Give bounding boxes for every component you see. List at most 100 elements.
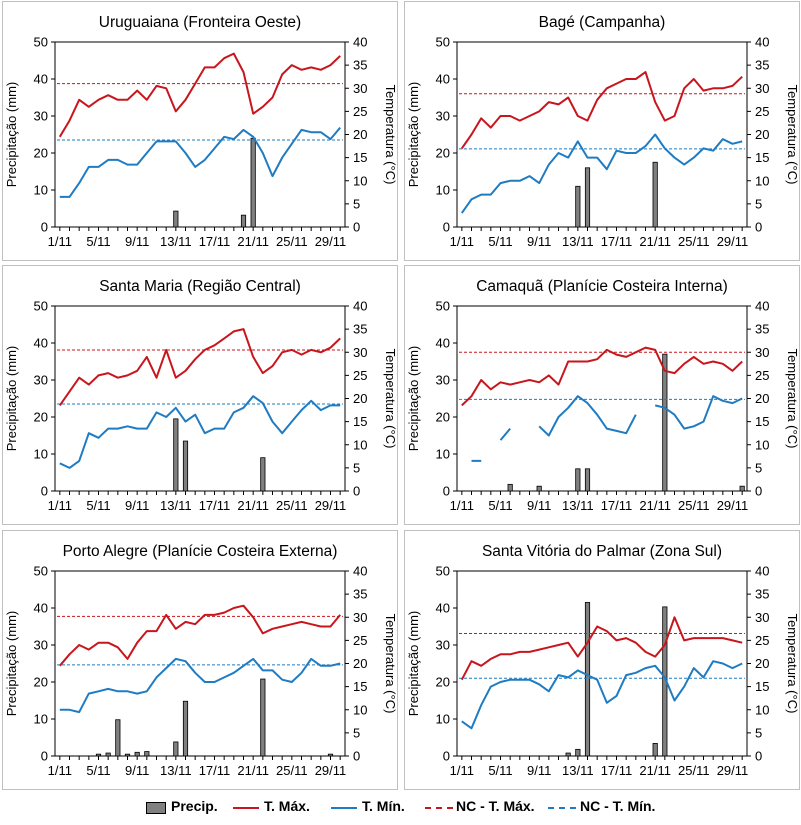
chart-panel-frame [404,265,800,525]
x-tick-label: 13/11 [562,763,594,778]
y-left-tick-label: 0 [41,484,48,499]
x-tick-label: 5/11 [488,234,512,249]
chart-panel-frame [2,265,398,525]
legend-tmin-swatch [331,807,357,809]
precip-bar [173,741,179,757]
y-right-axis-title: Temperatura (°C) [785,85,800,185]
y-right-tick-label: 30 [353,345,367,360]
x-tick-label: 25/11 [276,763,308,778]
precip-bar [584,468,591,492]
y-left-tick-label: 20 [34,146,48,161]
y-left-tick-label: 40 [436,72,450,87]
precip-bar [584,167,591,228]
chart-panel-2: Bagé (Campanha) 0 10 20 30 40 50 0 5 10 15 20 25 30 35… [404,1,800,261]
y-right-tick-label: 0 [353,220,360,235]
precip-bar [575,468,581,492]
x-tick-label: 5/11 [86,498,110,513]
x-tick-label: 29/11 [717,234,749,249]
y-left-axis-title: Precipitação (mm) [4,611,19,716]
y-left-tick-label: 50 [436,299,450,314]
chart-panel-5: Porto Alegre (Planície Costeira Externa)… [2,530,398,790]
y-right-tick-label: 30 [353,610,367,625]
tmin-series-line [471,395,743,462]
y-right-tick-label: 40 [755,564,769,579]
y-left-tick-label: 20 [34,410,48,425]
precip-bar [565,752,571,757]
x-tick-label: 5/11 [488,498,512,513]
y-right-tick-label: 0 [755,484,762,499]
x-tick-label: 1/11 [450,498,474,513]
precip-bar [182,700,189,757]
precip-bar [124,753,131,757]
y-left-tick-label: 30 [436,373,450,388]
y-left-tick-label: 40 [34,72,48,87]
tmax-series-line [460,616,743,681]
chart-figure: Uruguaiana (Fronteira Oeste)010203040500… [2,1,800,790]
y-right-tick-label: 5 [755,196,762,211]
legend-nc-tmax-label: NC - T. Máx. [456,798,535,814]
chart-legend: Precip. T. Máx. T. Mín. NC - T. Máx. NC … [0,792,801,822]
x-tick-label: 21/11 [237,234,269,249]
tmin-series-line [59,395,341,469]
legend-tmax-label: T. Máx. [264,798,310,814]
chart-title: Uruguaiana (Fronteira Oeste) [99,14,301,31]
y-right-tick-label: 5 [353,460,360,475]
precip-bar [182,440,189,492]
y-right-tick-label: 0 [755,220,762,235]
y-right-tick-label: 40 [353,299,367,314]
x-tick-label: 29/11 [717,763,749,778]
y-left-tick-label: 50 [34,564,48,579]
x-tick-label: 9/11 [527,234,551,249]
y-left-tick-label: 40 [436,336,450,351]
y-right-tick-label: 25 [755,368,769,383]
precip-bar [536,485,542,492]
legend-nc-tmin-label: NC - T. Mín. [580,798,656,814]
x-tick-label: 9/11 [527,498,551,513]
x-tick-label: 29/11 [717,498,749,513]
y-right-tick-label: 15 [353,414,367,429]
y-right-tick-label: 35 [755,322,769,337]
x-tick-label: 25/11 [276,234,308,249]
x-tick-label: 25/11 [678,498,710,513]
tmin-series-line [59,126,341,198]
y-left-tick-label: 10 [34,183,48,198]
y-right-tick-label: 20 [755,391,769,406]
y-left-tick-label: 40 [436,601,450,616]
y-right-tick-label: 5 [755,460,762,475]
chart-panel-1: Uruguaiana (Fronteira Oeste) 0 10 20 30 40 50 0… [2,1,398,261]
x-tick-label: 21/11 [639,498,671,513]
chart-title: Santa Vitória do Palmar (Zona Sul) [482,543,722,560]
x-tick-label: 29/11 [315,498,347,513]
x-tick-label: 9/11 [125,234,149,249]
y-left-tick-label: 50 [436,35,450,50]
tmin-series-line [461,660,743,730]
precip-bar [739,485,745,492]
x-tick-label: 13/11 [562,234,594,249]
chart-panel-3: Santa Maria (Região Central) 0 10 20 30 40 50 0… [2,265,398,525]
x-tick-label: 9/11 [125,763,149,778]
chart-panel-frame [404,1,800,261]
chart-panel-frame [404,530,800,790]
precip-bar [115,719,121,757]
y-right-tick-label: 40 [353,35,367,50]
y-left-tick-label: 30 [436,638,450,653]
y-right-tick-label: 0 [353,749,360,764]
y-left-axis-title: Precipitação (mm) [4,82,19,187]
y-left-tick-label: 20 [436,675,450,690]
x-tick-label: 17/11 [199,498,231,513]
y-left-tick-label: 0 [443,484,450,499]
legend-nc-tmax-swatch [425,807,453,809]
x-tick-label: 29/11 [315,763,347,778]
precip-bar [250,137,256,228]
y-left-tick-label: 0 [41,220,48,235]
y-right-tick-label: 0 [353,484,360,499]
y-left-axis-title: Precipitação (mm) [406,611,421,716]
y-left-tick-label: 20 [436,410,450,425]
y-right-tick-label: 20 [353,127,367,142]
x-tick-label: 1/11 [48,234,72,249]
y-left-tick-label: 20 [34,675,48,690]
y-right-tick-label: 25 [755,104,769,119]
precip-bar [144,751,150,757]
y-right-tick-label: 40 [353,564,367,579]
x-tick-label: 1/11 [450,234,474,249]
